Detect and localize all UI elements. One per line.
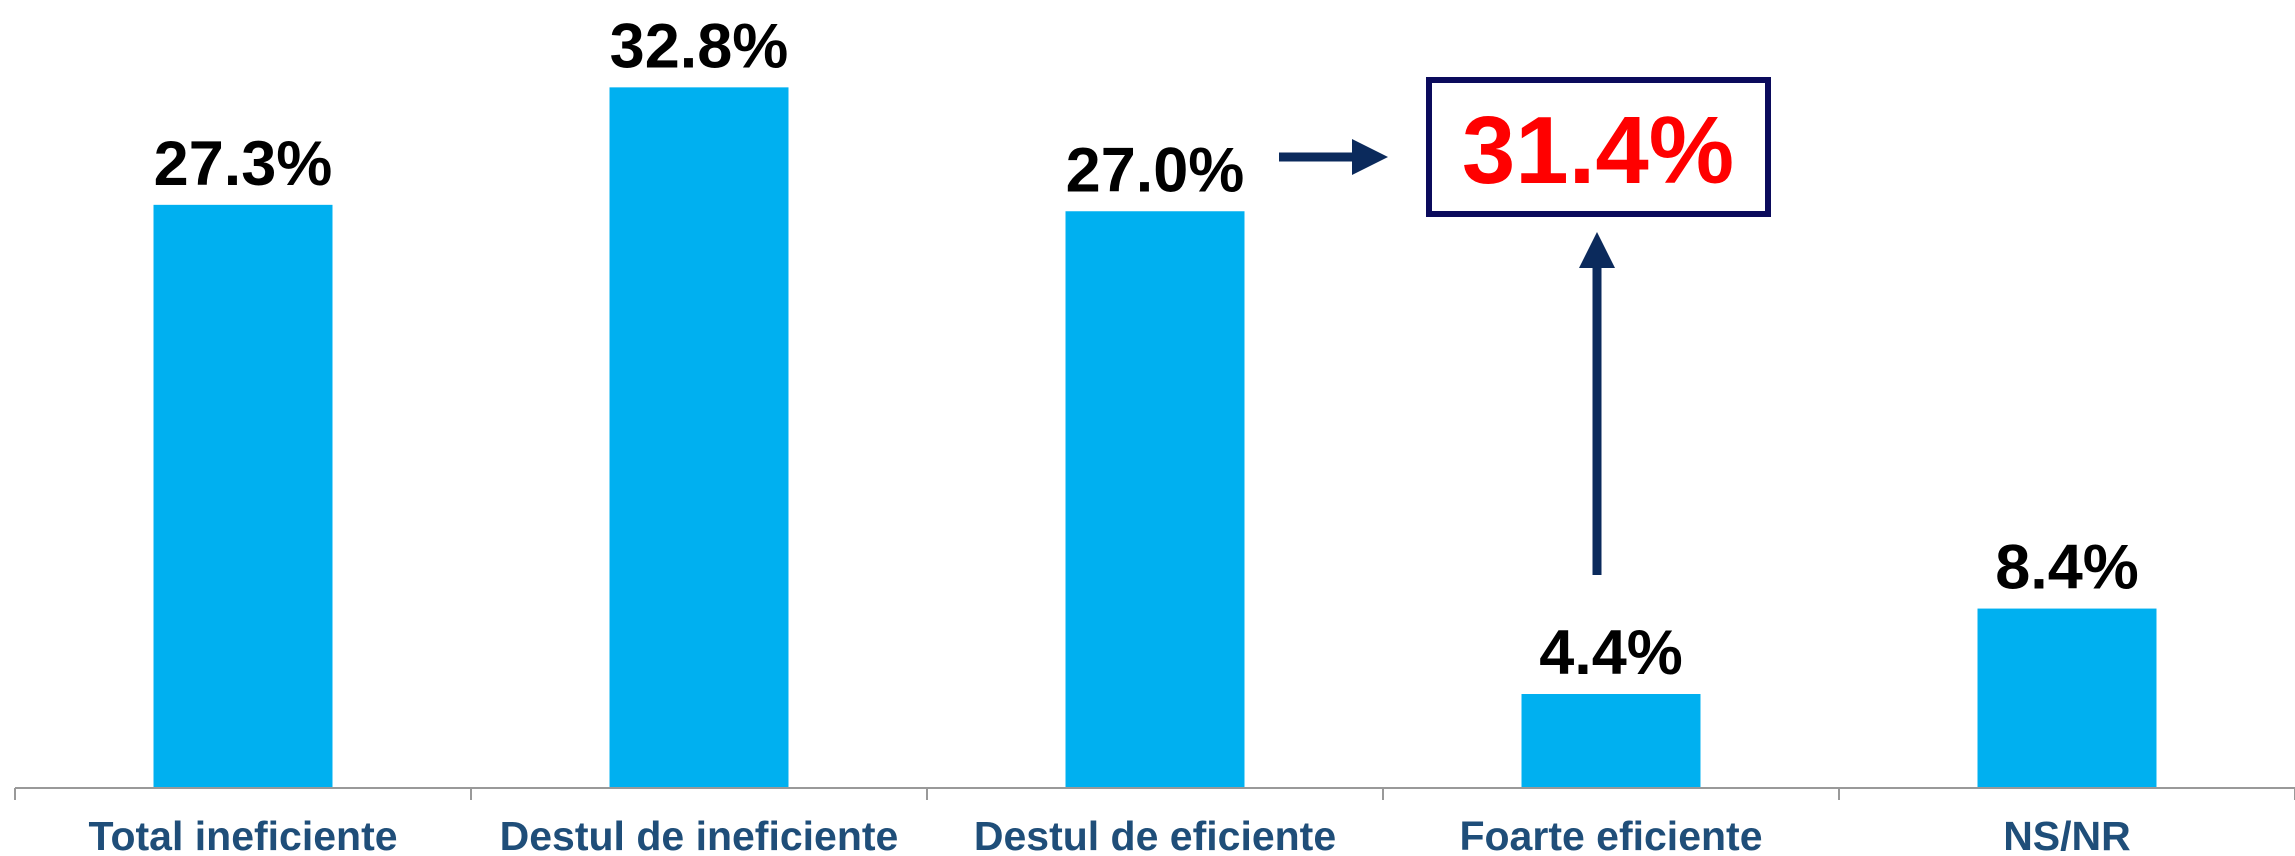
value-label: 32.8% (610, 11, 789, 81)
annotation-text: 31.4% (1462, 97, 1734, 204)
x-tick-label: Destul de ineficiente (500, 813, 899, 856)
x-tick-label: Destul de eficiente (974, 813, 1336, 856)
x-tick-label: Total ineficiente (88, 813, 397, 856)
bar (1065, 211, 1245, 788)
bar (153, 204, 333, 788)
annotation-box (1426, 77, 1771, 217)
value-label: 8.4% (1995, 533, 2139, 603)
value-label: 27.3% (154, 129, 333, 199)
value-label: 27.0% (1066, 135, 1245, 205)
value-label: 4.4% (1539, 618, 1683, 688)
bar (1977, 608, 2157, 788)
x-tick-label: Foarte eficiente (1459, 813, 1762, 856)
bar (609, 87, 789, 789)
x-tick-label: NS/NR (2003, 813, 2131, 856)
bar (1521, 694, 1701, 788)
